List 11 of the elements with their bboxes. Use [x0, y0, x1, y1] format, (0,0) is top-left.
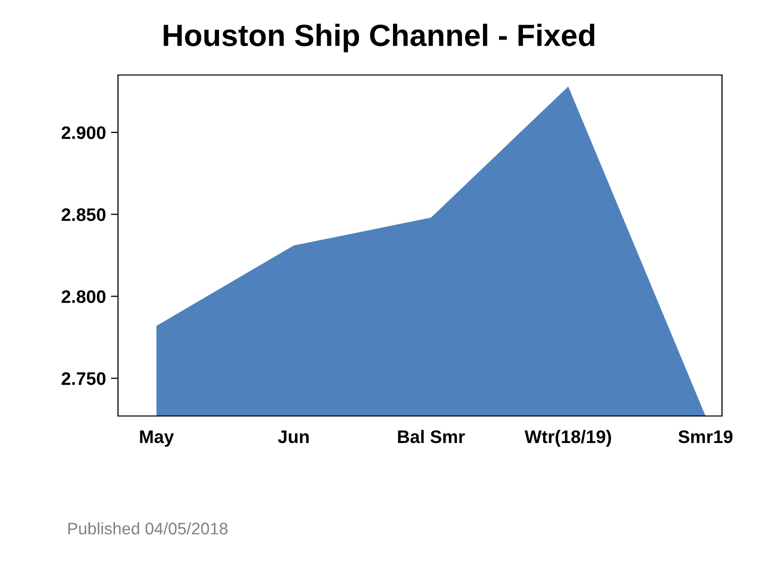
x-tick-label: Wtr(18/19)	[524, 430, 612, 447]
y-tick-label: 2.850	[62, 208, 106, 222]
x-tick-label: Smr19	[678, 430, 732, 444]
x-tick-label: Jun	[278, 430, 309, 444]
y-tick-label: 2.800	[62, 290, 106, 304]
text: Published 04/05/2018	[68, 522, 228, 534]
y-tick-label: 2.900	[62, 126, 106, 140]
y-tick-label: 2.750	[62, 372, 106, 386]
x-tick-label: Bal Smr	[398, 430, 465, 444]
x-tick-label: May	[140, 430, 174, 447]
chart-title: Houston Ship Channel - Fixed	[164, 24, 594, 52]
